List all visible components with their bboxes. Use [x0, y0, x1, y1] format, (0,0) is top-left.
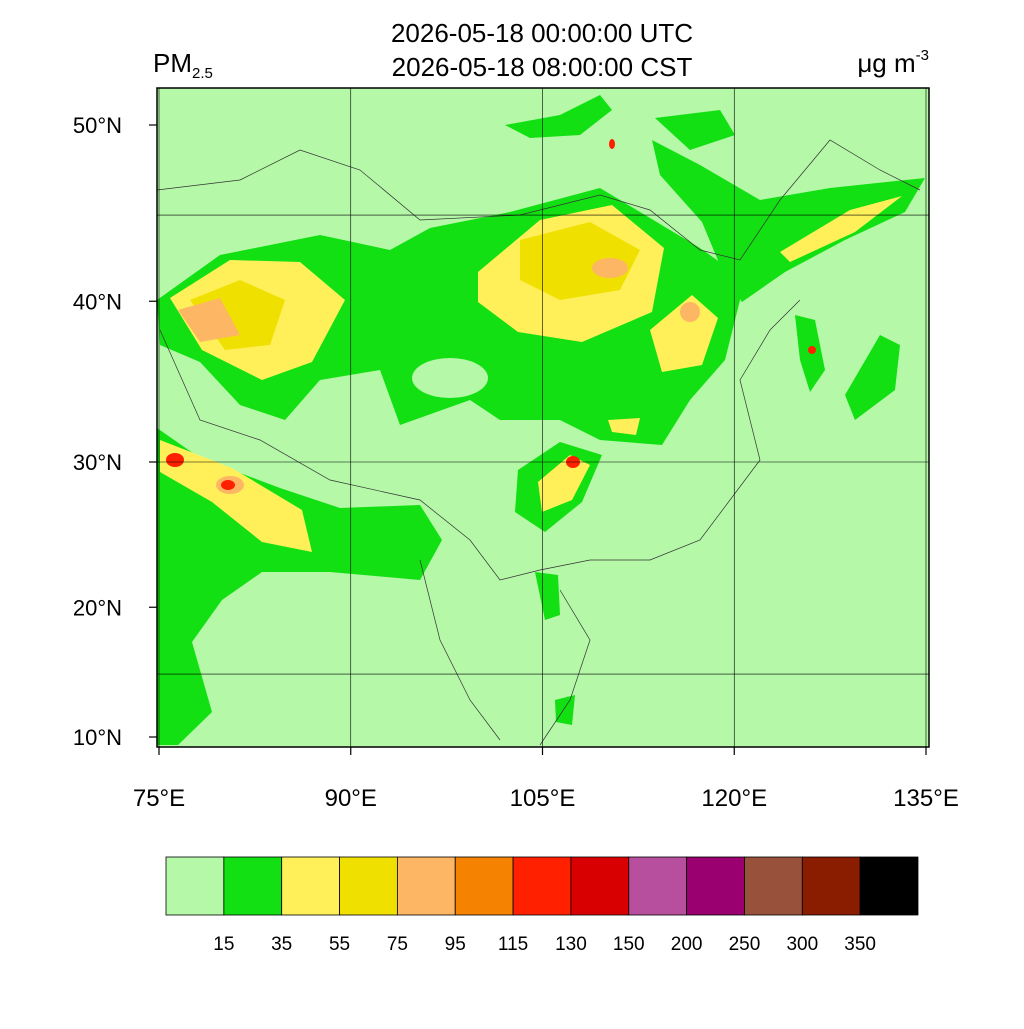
grid	[157, 88, 929, 747]
colorbar: 15 35 55 75 95 115 130 150 200 250 300 350	[165, 856, 919, 955]
variable-sub: 2.5	[192, 65, 213, 82]
variable-label: PM2.5	[153, 48, 213, 82]
colorbar-box	[396, 856, 456, 916]
lon-tick-label: 135°E	[893, 785, 959, 812]
borders	[157, 139, 921, 746]
colorbar-label: 75	[387, 934, 408, 955]
title-cst: 2026-05-18 08:00:00 CST	[392, 52, 693, 82]
lat-tick-label: 50°N	[73, 113, 122, 138]
colorbar-box	[801, 856, 861, 916]
colorbar-label: 35	[271, 934, 292, 955]
colorbar-label: 55	[329, 934, 350, 955]
unit-label: μg m-3	[857, 47, 929, 78]
hotspot	[609, 139, 615, 149]
colorbar-box	[744, 856, 803, 916]
colorbar-label: 115	[498, 934, 528, 955]
lat-tick-label: 10°N	[73, 725, 122, 750]
himalaya-core	[160, 440, 312, 552]
unit-main: μg m	[857, 48, 915, 78]
colorbar-label: 300	[786, 934, 818, 955]
colorbar-label: 130	[555, 934, 587, 955]
colorbar-box	[223, 856, 283, 916]
concentration-field	[157, 88, 929, 747]
lat-tick-label: 20°N	[73, 595, 122, 620]
lon-tick-label: 90°E	[325, 785, 377, 812]
mongolia-patch	[505, 95, 735, 150]
level-95	[178, 258, 700, 494]
lon-tick-label: 105°E	[510, 785, 576, 812]
hotspot	[808, 346, 816, 354]
northeast-plume	[652, 140, 925, 302]
border-line	[419, 559, 591, 746]
title-utc: 2026-05-18 00:00:00 UTC	[391, 18, 693, 48]
colorbar-box	[859, 856, 919, 916]
lat-tick-label: 40°N	[73, 289, 122, 314]
central-spot	[608, 418, 640, 435]
north-china-core	[650, 295, 718, 372]
lat-tick-label: 30°N	[73, 450, 122, 475]
border-line	[157, 139, 921, 261]
colorbar-box	[512, 856, 572, 916]
taklimakan-peak	[178, 298, 240, 342]
colorbar-label: 150	[613, 934, 645, 955]
gobi-inner	[520, 222, 640, 300]
colorbar-label: 350	[844, 934, 876, 955]
colorbar-label: 95	[445, 934, 466, 955]
korea-japan-patch	[795, 315, 900, 420]
north-china-peak	[680, 302, 700, 322]
colorbar-box	[570, 856, 630, 916]
colorbar-box	[628, 856, 688, 916]
border-line	[159, 299, 801, 581]
lon-tick-label: 75°E	[133, 785, 185, 812]
colorbar-label: 250	[729, 934, 761, 955]
unit-sup: -3	[916, 47, 929, 64]
south-patch	[535, 572, 575, 725]
colorbar-box	[165, 856, 225, 916]
northeast-core	[780, 196, 902, 262]
colorbar-box	[454, 856, 514, 916]
colorbar-box	[686, 856, 745, 916]
hotspot	[221, 480, 235, 490]
gobi-peak	[592, 258, 628, 278]
colorbar-box	[339, 856, 398, 916]
axes: 75°E 90°E 105°E 120°E 135°E 50°N 40°N 30°N 20°N 1…	[73, 88, 959, 812]
lon-tick-label: 120°E	[701, 785, 767, 812]
colorbar-label: 15	[213, 934, 234, 955]
clean-pocket	[412, 358, 488, 398]
sichuan-core	[538, 455, 590, 512]
colorbar-box	[281, 856, 340, 916]
variable-main: PM	[153, 48, 192, 78]
colorbar-label: 200	[671, 934, 703, 955]
hotspot	[166, 453, 184, 467]
